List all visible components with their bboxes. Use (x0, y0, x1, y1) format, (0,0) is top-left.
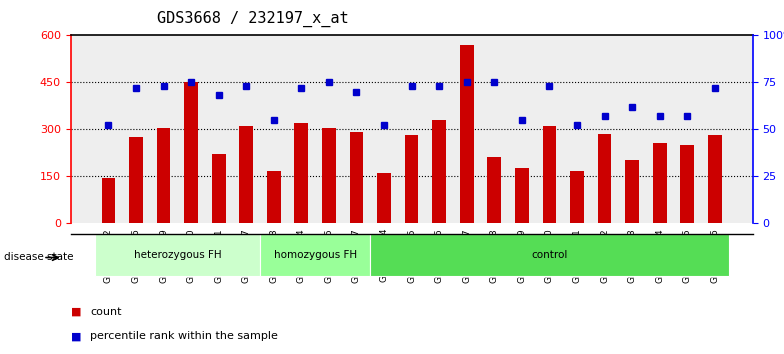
Bar (350, 132, 363, 223)
Bar (377, 173, 391, 223)
Bar (184, 82, 198, 223)
Text: heterozygous FH: heterozygous FH (133, 250, 221, 260)
Bar (322, 128, 336, 223)
Text: GDS3668 / 232197_x_at: GDS3668 / 232197_x_at (157, 11, 348, 27)
Bar (267, 171, 281, 223)
Bar (405, 136, 419, 223)
Bar (653, 143, 666, 223)
Bar (295, 123, 308, 223)
Bar (102, 178, 115, 223)
Bar (460, 45, 474, 223)
Text: disease state: disease state (4, 252, 74, 262)
Bar (515, 168, 528, 223)
Text: homozygous FH: homozygous FH (274, 250, 357, 260)
Text: count: count (90, 307, 122, 316)
Bar (625, 160, 639, 223)
Bar (260, 234, 370, 276)
Bar (570, 171, 584, 223)
Bar (597, 134, 612, 223)
Bar (95, 234, 260, 276)
Bar (370, 234, 728, 276)
Bar (708, 136, 721, 223)
Bar (432, 120, 446, 223)
Text: control: control (532, 250, 568, 260)
Bar (239, 126, 253, 223)
Bar (488, 157, 501, 223)
Bar (157, 128, 170, 223)
Bar (212, 154, 226, 223)
Text: ■: ■ (71, 307, 81, 316)
Bar (543, 126, 557, 223)
Text: percentile rank within the sample: percentile rank within the sample (90, 331, 278, 341)
Text: ■: ■ (71, 331, 81, 341)
Bar (681, 145, 694, 223)
Bar (129, 137, 143, 223)
